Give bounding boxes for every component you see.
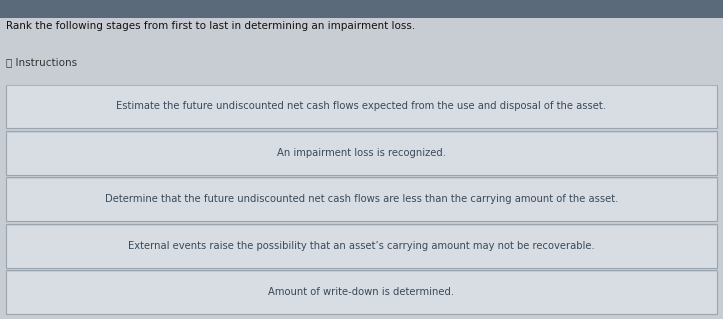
FancyBboxPatch shape	[6, 131, 717, 175]
Text: Determine that the future undiscounted net cash flows are less than the carrying: Determine that the future undiscounted n…	[105, 194, 618, 204]
FancyBboxPatch shape	[6, 224, 717, 268]
FancyBboxPatch shape	[6, 85, 717, 129]
FancyBboxPatch shape	[6, 270, 717, 314]
Text: Rank the following stages from first to last in determining an impairment loss.: Rank the following stages from first to …	[6, 21, 415, 31]
Text: Amount of write-down is determined.: Amount of write-down is determined.	[268, 287, 455, 297]
Text: External events raise the possibility that an asset’s carrying amount may not be: External events raise the possibility th…	[128, 241, 595, 251]
FancyBboxPatch shape	[0, 0, 723, 18]
Text: ⓘ Instructions: ⓘ Instructions	[6, 57, 77, 67]
FancyBboxPatch shape	[6, 177, 717, 221]
Text: An impairment loss is recognized.: An impairment loss is recognized.	[277, 148, 446, 158]
Text: Estimate the future undiscounted net cash flows expected from the use and dispos: Estimate the future undiscounted net cas…	[116, 101, 607, 111]
